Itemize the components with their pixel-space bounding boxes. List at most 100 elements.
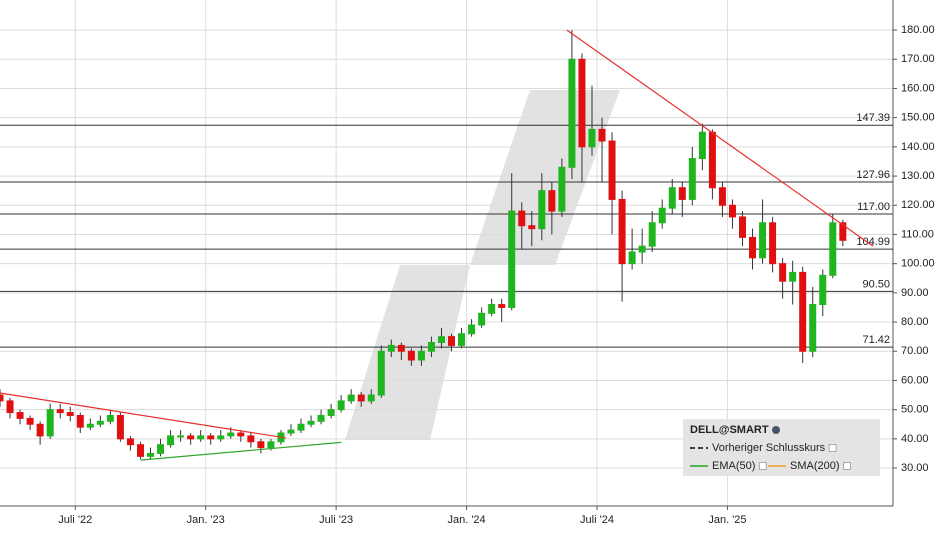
y-tick-label: 90.00 [901, 287, 929, 299]
candle-body [548, 190, 556, 212]
candle-body [247, 435, 255, 443]
candle-body [508, 210, 516, 308]
candle-body [839, 222, 847, 241]
candle-body [96, 420, 104, 425]
candle-body [738, 216, 746, 238]
candle-body [779, 263, 787, 282]
candle-body [518, 210, 526, 227]
legend-checkbox[interactable] [828, 444, 837, 452]
level-label: 90.50 [862, 278, 890, 290]
candle-body [528, 225, 536, 230]
y-tick-label: 140.00 [901, 141, 935, 153]
candle-body [347, 394, 355, 402]
candle-body [829, 222, 837, 276]
candle-body [799, 271, 807, 352]
x-tick-label: Jan. '25 [708, 514, 746, 526]
candle-body [728, 204, 736, 218]
level-label: 147.39 [856, 112, 890, 124]
candle-body [377, 350, 385, 396]
level-label: 71.42 [862, 334, 890, 346]
candle-body [769, 222, 777, 265]
candle-body [136, 444, 144, 457]
level-label: 127.96 [856, 169, 890, 181]
y-tick-label: 30.00 [901, 462, 929, 474]
candle-body [538, 190, 546, 230]
candle-body [217, 435, 225, 440]
level-label: 117.00 [857, 201, 890, 213]
y-tick-label: 70.00 [901, 345, 929, 357]
candle-body [608, 140, 616, 200]
legend-label: SMA(200) [790, 460, 840, 472]
candle-body [46, 409, 54, 437]
trend-line [566, 29, 874, 247]
candle-body [106, 414, 114, 422]
candle-body [397, 344, 405, 352]
candle-body [126, 438, 134, 446]
x-tick-label: Jan. '24 [447, 514, 485, 526]
candle-body [307, 420, 315, 425]
y-tick-label: 60.00 [901, 374, 929, 386]
y-tick-label: 180.00 [901, 24, 935, 36]
candle-body [698, 131, 706, 160]
candle-body [417, 350, 425, 361]
y-tick-label: 40.00 [901, 433, 929, 445]
candle-body [407, 350, 415, 361]
y-tick-label: 110.00 [901, 228, 934, 240]
candle-body [187, 435, 195, 440]
y-tick-label: 100.00 [901, 258, 935, 270]
y-tick-label: 150.00 [901, 112, 935, 124]
x-tick-label: Juli '23 [319, 514, 353, 526]
candle-body [488, 304, 496, 314]
candle-body [116, 414, 124, 440]
candle-body [648, 222, 656, 247]
candle-body [227, 432, 235, 437]
candle-body [317, 414, 325, 422]
candle-body [688, 158, 696, 200]
legend-checkbox[interactable] [758, 462, 767, 470]
candle-body [598, 128, 606, 142]
y-tick-label: 160.00 [901, 82, 935, 94]
candle-body [668, 187, 676, 209]
candle-body [387, 344, 395, 352]
candle-body [337, 400, 345, 411]
candle-body [678, 187, 686, 200]
trend-line [0, 392, 287, 439]
candle-body [76, 414, 84, 428]
candle-body [207, 435, 215, 440]
y-tick-label: 80.00 [901, 316, 929, 328]
candle-body [157, 444, 165, 454]
candle-body [558, 166, 566, 212]
candle-body [718, 187, 726, 206]
x-tick-label: Jan. '23 [187, 514, 225, 526]
y-tick-label: 170.00 [901, 53, 935, 65]
candle-body [367, 394, 375, 402]
candle-body [147, 452, 155, 457]
candle-body [66, 412, 74, 416]
candle-body [809, 304, 817, 352]
candle-body [297, 423, 305, 431]
legend-checkbox[interactable] [843, 462, 852, 470]
candle-body [708, 131, 716, 189]
candle-body [759, 222, 767, 259]
candle-body [427, 341, 435, 352]
candle-body [568, 58, 576, 168]
candle-body [588, 128, 596, 148]
candle-body [257, 441, 265, 449]
candle-body [658, 207, 666, 224]
candle-body [357, 394, 365, 402]
legend-label: EMA(50) [712, 460, 755, 472]
candle-body [618, 198, 626, 265]
candle-body [628, 251, 636, 265]
candle-body [287, 429, 295, 434]
candle-body [56, 409, 64, 414]
candle-body [638, 245, 646, 253]
candle-body [267, 441, 275, 449]
candle-body [167, 435, 175, 446]
y-tick-label: 50.00 [901, 404, 929, 416]
candle-body [177, 435, 185, 438]
x-tick-label: Juli '24 [580, 514, 614, 526]
candle-body [458, 333, 466, 346]
candle-body [789, 271, 797, 282]
